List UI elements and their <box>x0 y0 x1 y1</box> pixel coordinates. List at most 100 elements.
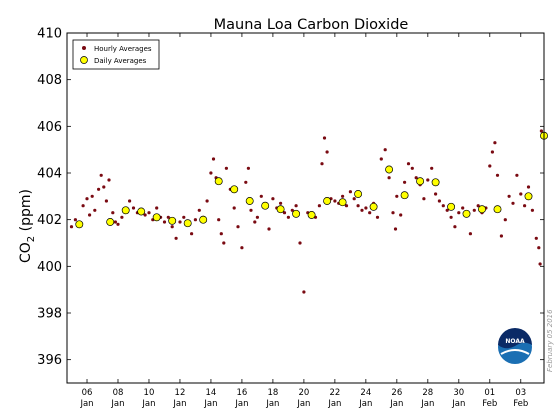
x-tick-month-label: Jan <box>234 399 248 409</box>
hourly-point <box>468 232 472 236</box>
hourly-point <box>197 208 201 212</box>
legend-daily-label: Daily Averages <box>94 57 147 65</box>
daily-point <box>385 165 394 174</box>
noaa-logo-wave <box>500 349 530 355</box>
x-tick-month-label: Jan <box>327 399 341 409</box>
hourly-point <box>406 162 411 166</box>
noaa-logo-text: NOAA <box>505 338 525 345</box>
hourly-point <box>368 211 372 215</box>
hourly-point <box>493 141 497 145</box>
x-tick-month-label: Jan <box>203 399 217 409</box>
daily-point <box>431 178 440 187</box>
hourly-point <box>147 211 151 215</box>
hourly-point <box>232 206 236 210</box>
daily-point <box>75 220 84 229</box>
hourly-point <box>490 150 494 154</box>
hourly-point <box>85 197 89 201</box>
x-tick-day-label: 08 <box>113 388 124 398</box>
hourly-point <box>120 215 124 219</box>
hourly-point <box>422 197 426 201</box>
hourly-point <box>530 208 535 212</box>
hourly-point <box>104 199 108 203</box>
hourly-point <box>387 176 391 180</box>
daily-point <box>183 219 192 228</box>
hourly-point <box>395 194 399 198</box>
daily-point <box>447 202 456 211</box>
hourly-point <box>102 185 106 189</box>
hourly-point <box>414 176 418 180</box>
x-tick-month-label: Feb <box>513 399 528 409</box>
daily-point <box>152 213 161 222</box>
noaa-logo-bird <box>498 328 532 349</box>
hourly-points <box>69 129 545 294</box>
x-tick-day-label: 22 <box>329 388 340 398</box>
hourly-point <box>170 225 174 229</box>
y-tick-label: 402 <box>37 213 62 228</box>
hourly-point <box>495 173 500 177</box>
hourly-point <box>507 194 511 198</box>
hourly-point <box>217 218 221 222</box>
hourly-point <box>174 236 178 240</box>
hourly-point <box>472 208 476 212</box>
x-tick-month-label: Jan <box>451 399 465 409</box>
hourly-point <box>534 236 538 240</box>
hourly-point <box>294 204 298 208</box>
x-tick-month-label: Jan <box>389 399 403 409</box>
hourly-point <box>113 220 117 224</box>
hourly-point <box>131 206 136 210</box>
hourly-point <box>155 206 159 210</box>
hourly-point <box>461 206 465 210</box>
hourly-point <box>341 194 345 198</box>
y-tick-label: 396 <box>37 353 62 368</box>
hourly-point <box>457 211 461 215</box>
daily-point <box>307 211 316 219</box>
x-tick-day-label: 20 <box>298 388 309 398</box>
x-tick-month-label: Jan <box>110 399 124 409</box>
hourly-point <box>539 129 544 133</box>
hourly-point <box>298 241 302 245</box>
hourly-point <box>69 225 74 229</box>
hourly-point <box>538 262 542 266</box>
hourly-point <box>526 185 531 189</box>
hourly-point <box>99 173 103 177</box>
hourly-point <box>193 218 197 222</box>
hourly-point <box>445 208 449 212</box>
daily-point <box>137 207 146 216</box>
x-tick-day-label: 16 <box>237 388 248 398</box>
hourly-point <box>476 204 480 208</box>
hourly-point <box>523 204 527 208</box>
legend-box <box>72 39 160 70</box>
daily-point <box>338 198 347 207</box>
hourly-point <box>282 211 287 215</box>
hourly-point <box>271 197 275 201</box>
hourly-point <box>515 173 519 177</box>
hourly-point <box>128 199 132 203</box>
hourly-point <box>391 211 395 215</box>
hourly-point <box>90 194 94 198</box>
hourly-point <box>333 199 337 203</box>
hourly-point <box>453 225 457 229</box>
plot-frame <box>66 32 545 384</box>
daily-point <box>245 197 254 205</box>
hourly-point <box>209 171 213 175</box>
hourly-point <box>211 157 216 161</box>
x-tick-month-label: Jan <box>79 399 93 409</box>
x-tick-day-label: 30 <box>453 388 464 398</box>
hourly-point <box>499 234 503 238</box>
hourly-point <box>375 215 380 219</box>
hourly-point <box>178 220 182 224</box>
x-tick-day-label: 10 <box>144 388 155 398</box>
daily-point <box>214 177 223 186</box>
hourly-point <box>255 215 259 219</box>
hourly-point <box>162 220 167 224</box>
daily-point <box>230 185 239 194</box>
x-tick-day-label: 14 <box>206 388 217 398</box>
hourly-point <box>302 290 306 294</box>
hourly-point <box>97 187 101 191</box>
hourly-point <box>426 178 430 182</box>
daily-point <box>276 205 285 214</box>
y-axis-label: CO2 (ppm) <box>18 189 37 263</box>
hourly-point <box>344 204 349 208</box>
hourly-point <box>116 222 120 226</box>
hourly-point <box>111 211 115 215</box>
